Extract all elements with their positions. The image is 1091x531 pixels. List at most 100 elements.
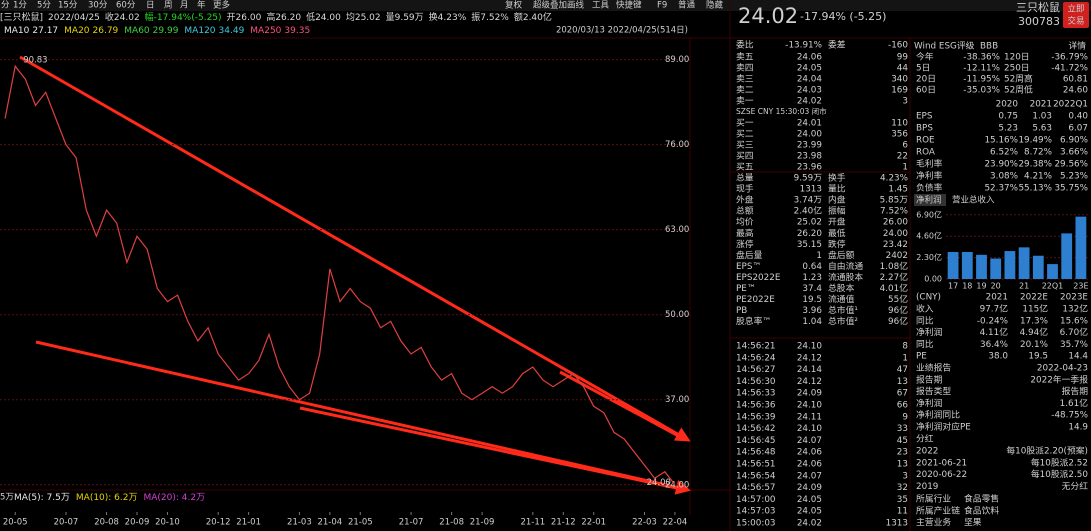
cell: 24.10 xyxy=(797,424,823,434)
period-tab[interactable]: 30分 xyxy=(88,1,108,11)
cell: 涨停 xyxy=(736,238,754,250)
cell: 食品饮料 xyxy=(964,504,999,516)
ma-value: 39.35 xyxy=(284,26,310,36)
period-tab[interactable]: 日 xyxy=(146,1,155,11)
cell: 2022年一季报 xyxy=(1030,373,1088,385)
column-header: 2020 xyxy=(996,100,1019,110)
chart-tab[interactable]: 净利润 xyxy=(916,195,942,206)
cell: 44 xyxy=(897,64,909,74)
cell: 卖三 xyxy=(736,74,754,85)
cell: 15.6% xyxy=(1060,316,1088,326)
tool-button[interactable]: 隐藏 xyxy=(706,0,724,11)
cell: 6.07 xyxy=(1068,124,1088,134)
cell: 6 xyxy=(902,141,908,151)
chart-tab[interactable]: 营业总收入 xyxy=(952,195,995,206)
cell: 总量 xyxy=(736,172,754,184)
trade-button[interactable] xyxy=(1063,2,1089,28)
cell: 7.52% xyxy=(880,207,908,217)
trend-arrow xyxy=(19,55,691,442)
cell: 6.70亿 xyxy=(1060,326,1089,338)
tool-button[interactable]: 复权 xyxy=(505,0,523,11)
cell: 4.11亿 xyxy=(980,326,1009,338)
ma-name: MA60 xyxy=(124,26,150,36)
cell: 毛利率 xyxy=(916,158,943,170)
period-tab[interactable]: 周 xyxy=(164,1,173,11)
last-price: 24.02 xyxy=(738,4,798,28)
volume-legend: MA(5): 7.5万 MA(10): 6.2万 MA(20): 4.2万 xyxy=(14,493,205,503)
period-tab[interactable]: 1分 xyxy=(13,1,27,11)
cell: 1.45 xyxy=(888,185,908,195)
cell: 0.40 xyxy=(1068,112,1088,122)
quote-item: 幅-17.94%(-5.25) xyxy=(145,11,222,23)
cell: 19.49% xyxy=(1018,136,1052,146)
cell: 24.11 xyxy=(797,412,822,422)
x-tick-label: 22-01 xyxy=(581,518,606,528)
cell: 24.06 xyxy=(797,448,823,458)
cell: 356 xyxy=(891,130,908,140)
bar xyxy=(976,254,987,279)
cell: 振幅 xyxy=(828,205,846,217)
cell: 买四 xyxy=(736,151,754,162)
tool-button[interactable]: 超级叠加 xyxy=(533,0,567,11)
cell: 现手 xyxy=(736,183,754,195)
cell: PE2022E xyxy=(736,295,775,305)
period-tab[interactable]: 年 xyxy=(197,0,206,11)
cell: 24.12 xyxy=(797,353,822,363)
period-tab[interactable]: 月 xyxy=(180,1,189,11)
price-line xyxy=(4,64,676,485)
cell: 132亿 xyxy=(1062,303,1088,315)
cell: 自由流通 xyxy=(828,260,863,272)
cell: 96亿 xyxy=(888,315,908,327)
cell: 24.06 xyxy=(797,53,823,63)
quote-item: 量9.59万 xyxy=(386,12,424,23)
cell: 35.7% xyxy=(1060,340,1088,350)
cell: 买一 xyxy=(736,118,754,129)
cell: 收入 xyxy=(916,303,934,315)
ma-value: 34.49 xyxy=(219,26,245,36)
period-tab[interactable]: 5分 xyxy=(37,1,51,11)
tool-button[interactable]: 快捷键 xyxy=(616,0,642,11)
cell: 35.75% xyxy=(1054,184,1088,194)
cell: 0.75 xyxy=(998,112,1018,122)
tool-button[interactable]: 普通 xyxy=(678,0,696,11)
cell: 1.03 xyxy=(1032,112,1052,122)
x-tick-label: 20-05 xyxy=(3,518,28,528)
cell: 24.04 xyxy=(797,75,823,85)
cell: 同比 xyxy=(916,338,934,350)
date-range: 2020/03/13 2022/04/25(514日) xyxy=(556,26,688,36)
period-tab[interactable]: 15分 xyxy=(58,1,78,11)
x-tick-label: 21-05 xyxy=(348,518,373,528)
cell: 5.85万 xyxy=(880,196,909,206)
tool-button[interactable]: 工具 xyxy=(592,1,610,11)
ma-name: MA20 xyxy=(64,26,90,36)
cell: 14:57:03 xyxy=(736,507,776,517)
cell: 14:56:21 xyxy=(736,342,776,352)
cell: 17.3% xyxy=(1020,316,1048,326)
section-title: 分红 xyxy=(916,433,934,445)
cell: 2022-04-23 xyxy=(1037,364,1088,374)
trade-button-label[interactable]: 交易 xyxy=(1067,16,1084,27)
cell: 总额 xyxy=(736,205,754,217)
esg-link[interactable]: 详情 xyxy=(1068,40,1086,52)
trend-arrow xyxy=(35,340,691,495)
tool-button[interactable]: F9 xyxy=(657,1,667,11)
cell: 15.16% xyxy=(984,136,1018,146)
ma-name: MA250 xyxy=(250,26,281,36)
bar xyxy=(990,258,1002,279)
cell: 19.5 xyxy=(802,295,822,305)
tool-button[interactable]: 画线 xyxy=(567,0,585,11)
cell: 55.13% xyxy=(1018,184,1052,194)
cell: EPS™ xyxy=(736,262,761,272)
period-tab[interactable]: 更多 xyxy=(213,0,231,11)
stock-name: 三只松鼠 xyxy=(1016,0,1060,14)
cell: 14:56:57 xyxy=(736,483,776,493)
trade-button-label[interactable]: 立即 xyxy=(1067,4,1084,15)
order-summary: 委比 xyxy=(736,39,754,51)
period-tab[interactable]: 分 xyxy=(1,1,10,11)
quote-item: 振7.52% xyxy=(471,11,509,23)
trend-line xyxy=(299,406,687,492)
period-tab[interactable]: 60分 xyxy=(116,1,136,11)
x-tick-label: 21-04 xyxy=(317,518,342,528)
x-tick-label: 20-09 xyxy=(125,518,150,528)
x-tick-label: 21-09 xyxy=(470,518,495,528)
